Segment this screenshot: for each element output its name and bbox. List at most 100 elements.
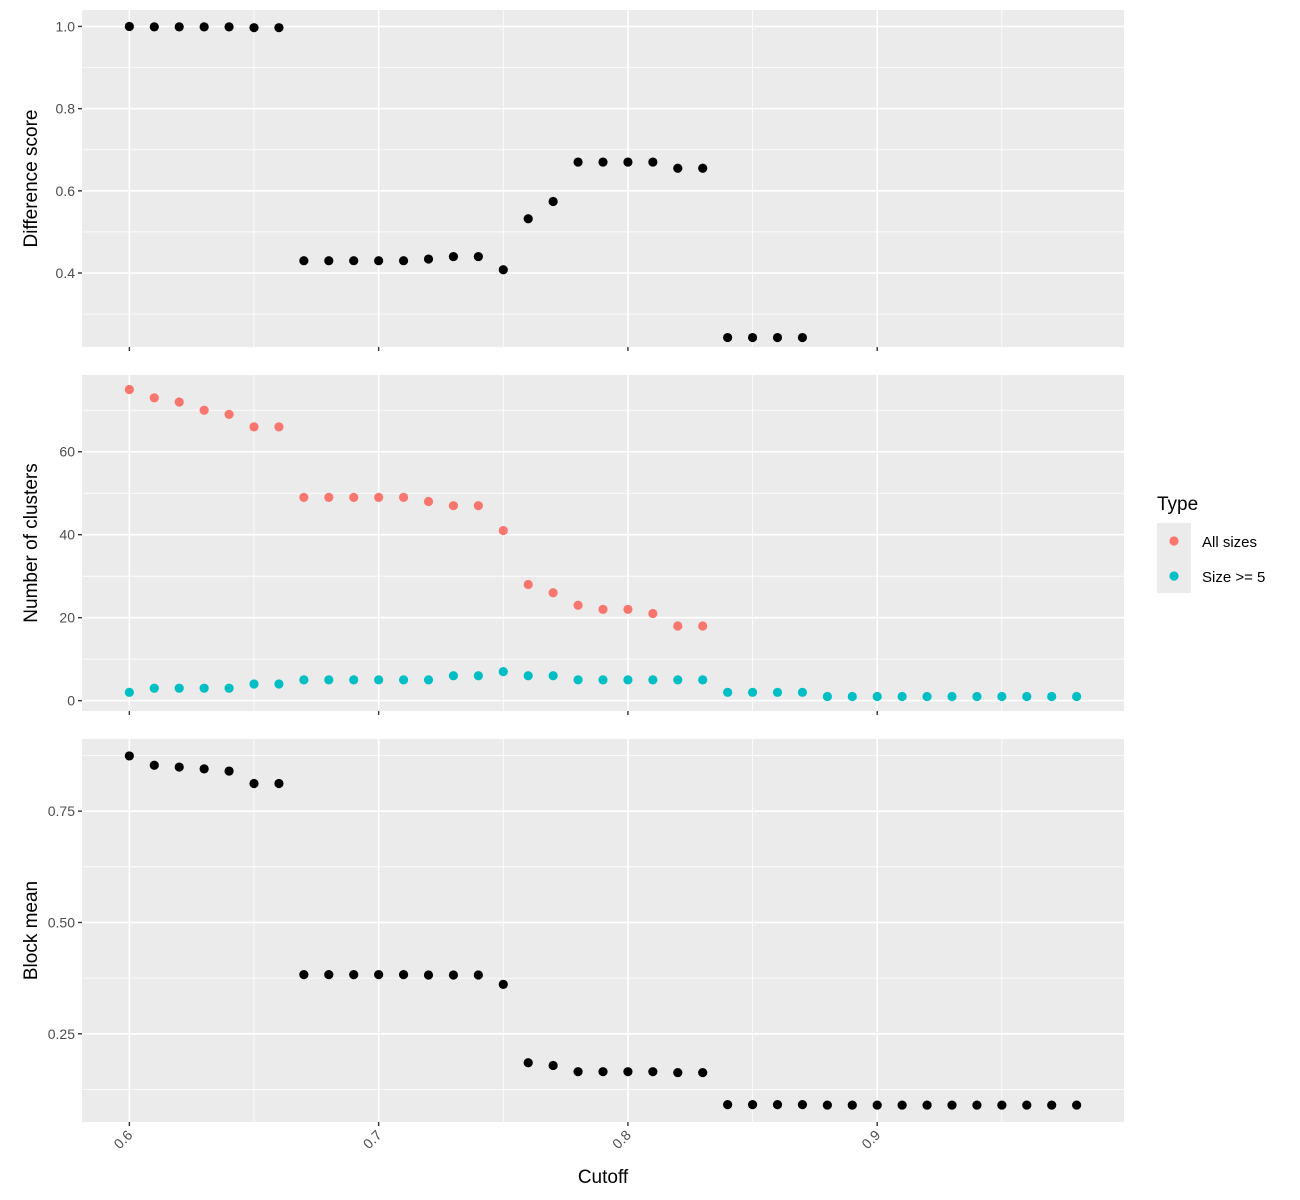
data-point bbox=[548, 671, 558, 681]
data-point bbox=[822, 1100, 832, 1110]
data-point bbox=[747, 1100, 758, 1110]
legend-label-all-sizes: All sizes bbox=[1202, 534, 1257, 551]
y-tick-label: 20 bbox=[59, 610, 75, 626]
y-axis-title: Difference score bbox=[21, 110, 42, 248]
data-point bbox=[374, 492, 384, 502]
data-point bbox=[797, 332, 808, 343]
data-point bbox=[274, 23, 284, 33]
data-point bbox=[872, 691, 882, 702]
y-tick-label: 0 bbox=[67, 693, 75, 709]
data-point bbox=[698, 621, 708, 631]
chart-panels: 0.4 0.6 0.8 1.0 Difference score 0 20 40 60 Numbe… bbox=[21, 10, 1124, 1152]
data-point bbox=[374, 675, 384, 685]
data-point bbox=[324, 675, 334, 685]
data-point bbox=[698, 675, 708, 685]
data-point bbox=[174, 762, 184, 772]
data-point bbox=[723, 687, 733, 697]
data-point bbox=[473, 970, 483, 980]
data-point bbox=[149, 393, 159, 403]
legend: Type All sizes Size >= 5 bbox=[1157, 494, 1265, 593]
data-point bbox=[1072, 1100, 1082, 1110]
data-point bbox=[448, 970, 459, 980]
data-point bbox=[349, 256, 359, 266]
data-point bbox=[523, 214, 533, 224]
panel-3: 0.25 0.50 0.75 Block mean 0.6 0.7 0.8 0.9 bbox=[21, 739, 1124, 1152]
data-point bbox=[897, 691, 907, 702]
data-point bbox=[423, 254, 434, 264]
legend-label-size-ge-5: Size >= 5 bbox=[1202, 569, 1265, 586]
y-tick-label: 0.75 bbox=[48, 803, 75, 819]
data-point bbox=[1047, 1100, 1057, 1110]
data-point bbox=[324, 492, 334, 502]
data-point bbox=[324, 256, 334, 266]
data-point bbox=[772, 1100, 783, 1110]
data-point bbox=[199, 683, 209, 693]
data-point bbox=[398, 256, 409, 266]
data-point bbox=[573, 157, 583, 167]
data-point bbox=[523, 579, 533, 590]
data-point bbox=[224, 766, 234, 776]
data-point bbox=[698, 1067, 708, 1078]
data-point bbox=[1022, 1100, 1032, 1110]
y-tick-label: 0.8 bbox=[56, 101, 76, 117]
panel-background bbox=[82, 10, 1124, 347]
panel-1: 0.4 0.6 0.8 1.0 Difference score bbox=[21, 10, 1124, 351]
legend-key-size-ge-5 bbox=[1169, 571, 1179, 581]
data-point bbox=[673, 675, 683, 685]
data-point bbox=[199, 764, 209, 774]
data-point bbox=[299, 492, 309, 502]
data-point bbox=[349, 492, 359, 502]
data-point bbox=[648, 675, 658, 685]
y-tick-label: 1.0 bbox=[56, 18, 76, 34]
data-point bbox=[623, 675, 633, 685]
data-point bbox=[972, 691, 982, 702]
data-point bbox=[1022, 691, 1032, 702]
data-point bbox=[648, 1067, 658, 1077]
data-point bbox=[224, 683, 234, 693]
data-point bbox=[374, 256, 384, 266]
data-point bbox=[623, 1067, 633, 1077]
data-point bbox=[199, 405, 209, 415]
data-point bbox=[623, 604, 633, 614]
data-point bbox=[598, 675, 608, 685]
data-point bbox=[423, 970, 434, 980]
data-point bbox=[673, 1067, 683, 1078]
data-point bbox=[274, 679, 284, 689]
data-point bbox=[922, 1100, 932, 1110]
x-tick-label: 0.9 bbox=[858, 1127, 883, 1152]
legend-key-background bbox=[1157, 523, 1191, 593]
y-tick-label: 0.4 bbox=[56, 265, 76, 281]
data-point bbox=[623, 157, 633, 167]
y-tick-label: 0.6 bbox=[56, 183, 76, 199]
data-point bbox=[174, 22, 184, 32]
data-point bbox=[448, 671, 459, 681]
data-point bbox=[249, 778, 259, 789]
data-point bbox=[598, 1067, 608, 1077]
data-point bbox=[398, 492, 409, 502]
data-point bbox=[473, 671, 483, 681]
data-point bbox=[673, 621, 683, 631]
data-point bbox=[872, 1100, 882, 1110]
data-point bbox=[398, 675, 409, 685]
data-point bbox=[274, 422, 284, 432]
data-point bbox=[249, 23, 259, 33]
data-point bbox=[723, 1100, 733, 1110]
data-point bbox=[698, 163, 708, 173]
data-point bbox=[349, 969, 359, 980]
data-point bbox=[772, 687, 783, 697]
data-point bbox=[573, 600, 583, 610]
data-point bbox=[498, 525, 508, 536]
data-point bbox=[573, 1067, 583, 1077]
data-point bbox=[124, 21, 134, 32]
data-point bbox=[149, 683, 159, 693]
data-point bbox=[473, 501, 483, 511]
panel-2: 0 20 40 60 Number of clusters bbox=[21, 375, 1124, 715]
data-point bbox=[274, 778, 284, 789]
data-point bbox=[299, 256, 309, 266]
data-point bbox=[847, 1100, 857, 1110]
data-point bbox=[523, 671, 533, 681]
data-point bbox=[1072, 691, 1082, 702]
data-point bbox=[797, 687, 808, 697]
legend-key-all-sizes bbox=[1169, 536, 1179, 546]
x-tick-label: 0.7 bbox=[360, 1127, 385, 1152]
